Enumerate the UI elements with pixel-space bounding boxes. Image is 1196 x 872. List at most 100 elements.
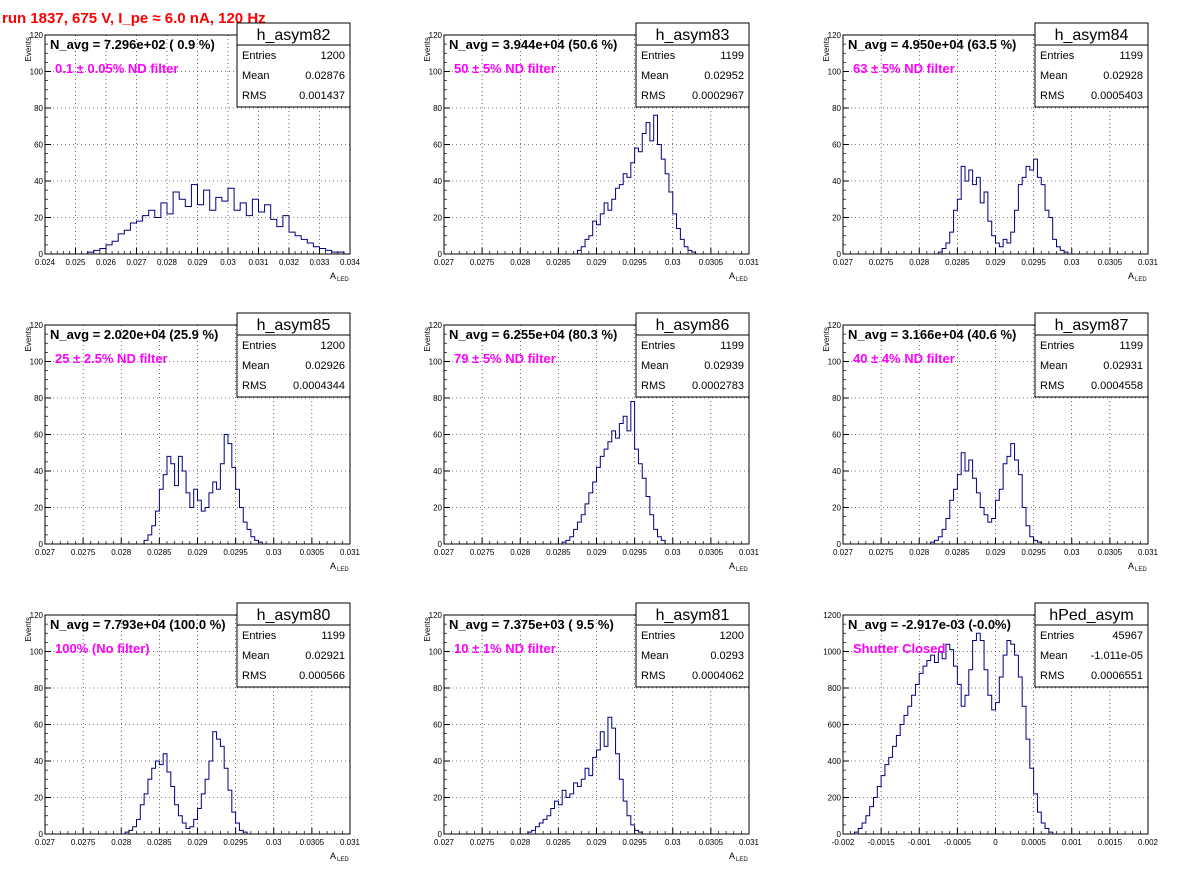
y-tick-label: 100 xyxy=(828,68,842,77)
x-tick-label: 0.029 xyxy=(586,258,607,267)
x-tick-label: 0.028 xyxy=(111,838,132,847)
x-tick-label: 0.028 xyxy=(909,548,930,557)
y-tick-label: 20 xyxy=(433,504,442,513)
stats-label: Entries xyxy=(242,630,277,642)
y-tick-label: 120 xyxy=(828,321,842,330)
x-tick-label: 0.0295 xyxy=(622,548,647,557)
y-tick-label: 40 xyxy=(433,757,442,766)
n-avg-text: N_avg = 3.944e+04 (50.6 %) xyxy=(449,37,617,52)
stats-label: Entries xyxy=(641,630,676,642)
y-tick-label: 60 xyxy=(433,721,442,730)
stats-value: -1.011e-05 xyxy=(1091,650,1143,662)
x-tick-label: 0.027 xyxy=(833,548,854,557)
stats-histogram-name: h_asym85 xyxy=(257,317,331,334)
n-avg-text: N_avg = 2.020e+04 (25.9 %) xyxy=(50,327,218,342)
stats-box xyxy=(635,22,750,108)
x-axis-label: A xyxy=(330,271,336,281)
stats-value: 1199 xyxy=(720,50,744,62)
x-axis-label-subscript: LED xyxy=(1135,567,1147,573)
x-axis-label-subscript: LED xyxy=(736,857,748,863)
y-axis-label: Events xyxy=(423,37,432,61)
x-tick-label: 0.028 xyxy=(510,838,531,847)
filter-text: 79 ± 5% ND filter xyxy=(454,351,556,366)
y-tick-label: 120 xyxy=(429,321,443,330)
stats-label: Mean xyxy=(242,360,270,372)
y-tick-label: 100 xyxy=(30,648,44,657)
x-tick-label: 0.03 xyxy=(665,258,681,267)
x-tick-label: 0.0285 xyxy=(546,548,571,557)
stats-value: 0.0006551 xyxy=(1091,670,1143,682)
x-tick-label: 0.0295 xyxy=(223,838,248,847)
x-tick-label: 0.027 xyxy=(434,548,455,557)
y-tick-label: 0 xyxy=(438,830,443,839)
y-axis-label: Events xyxy=(24,617,33,641)
filter-text: 63 ± 5% ND filter xyxy=(853,61,955,76)
x-tick-label: 0 xyxy=(993,838,998,847)
y-tick-label: 120 xyxy=(429,611,443,620)
x-tick-label: 0.029 xyxy=(187,838,208,847)
histogram-line-h_asym80 xyxy=(124,731,248,834)
y-tick-label: 100 xyxy=(429,68,443,77)
stats-histogram-name: h_asym86 xyxy=(656,317,730,334)
stats-value: 1199 xyxy=(1119,340,1143,352)
x-tick-label: 0.0285 xyxy=(945,548,970,557)
n-avg-text: N_avg = 3.166e+04 (40.6 %) xyxy=(848,327,1016,342)
stats-label: Entries xyxy=(1040,630,1075,642)
x-tick-label: -0.001 xyxy=(908,838,931,847)
stats-value: 1199 xyxy=(1119,50,1143,62)
x-tick-label: 0.028 xyxy=(909,258,930,267)
y-tick-label: 100 xyxy=(30,358,44,367)
histogram-panel-hPed_asym: -0.002 -0.0015 -0.001 -0.0005 0 0.0005 0.001 0.… xyxy=(823,602,1159,847)
x-tick-label: 0.03 xyxy=(266,548,282,557)
y-axis-label: Events xyxy=(24,327,33,351)
histogram-panel-h_asym85: 0.027 0.0275 0.028 0.0285 0.029 0.0295 0.03 0.0… xyxy=(24,312,361,573)
stats-label: Mean xyxy=(242,70,270,82)
x-tick-label: 0.029 xyxy=(985,548,1006,557)
n-avg-text: N_avg = 6.255e+04 (80.3 %) xyxy=(449,327,617,342)
y-axis-label: Events xyxy=(822,327,831,351)
stats-label: RMS xyxy=(242,90,266,102)
x-axis-label: A xyxy=(330,851,336,861)
x-tick-label: 0.0305 xyxy=(1098,258,1123,267)
x-tick-label: 0.0285 xyxy=(945,258,970,267)
x-tick-label: 0.024 xyxy=(35,258,56,267)
x-tick-label: 0.029 xyxy=(187,548,208,557)
y-tick-label: 60 xyxy=(34,721,43,730)
stats-histogram-name: h_asym84 xyxy=(1055,27,1129,44)
y-tick-label: 120 xyxy=(429,31,443,40)
y-tick-label: 100 xyxy=(429,648,443,657)
stats-value: 0.0293 xyxy=(710,650,744,662)
x-tick-label: 0.028 xyxy=(510,548,531,557)
x-tick-label: 0.031 xyxy=(340,838,361,847)
stats-label: RMS xyxy=(641,670,665,682)
x-tick-label: 0.031 xyxy=(248,258,269,267)
x-tick-label: 0.0285 xyxy=(147,548,172,557)
n-avg-text: N_avg = 4.950e+04 (63.5 %) xyxy=(848,37,1016,52)
x-tick-label: -0.0005 xyxy=(944,838,972,847)
y-tick-label: 60 xyxy=(832,431,841,440)
stats-label: RMS xyxy=(242,380,266,392)
stats-label: Mean xyxy=(641,650,669,662)
y-tick-label: 0 xyxy=(837,540,842,549)
y-tick-label: 20 xyxy=(34,794,43,803)
x-tick-label: 0.027 xyxy=(35,838,56,847)
y-tick-label: 60 xyxy=(433,431,442,440)
y-tick-label: 40 xyxy=(832,467,841,476)
n-avg-text: N_avg = 7.793e+04 (100.0 %) xyxy=(50,617,226,632)
x-axis-label: A xyxy=(330,561,336,571)
stats-label: RMS xyxy=(242,670,266,682)
stats-box xyxy=(635,312,750,398)
stats-value: 0.02952 xyxy=(704,70,744,82)
histogram-line-h_asym87 xyxy=(930,443,1042,544)
x-tick-label: 0.028 xyxy=(111,548,132,557)
stats-value: 0.0004062 xyxy=(692,670,744,682)
x-tick-label: 0.029 xyxy=(586,548,607,557)
stats-value: 0.02876 xyxy=(305,70,345,82)
stats-label: Mean xyxy=(641,70,669,82)
y-tick-label: 0 xyxy=(837,830,842,839)
y-tick-label: 100 xyxy=(828,358,842,367)
stats-box xyxy=(236,602,351,688)
x-tick-label: 0.002 xyxy=(1138,838,1159,847)
histogram-panel-h_asym87: 0.027 0.0275 0.028 0.0285 0.029 0.0295 0.03 0.0… xyxy=(822,312,1159,573)
y-tick-label: 60 xyxy=(433,141,442,150)
